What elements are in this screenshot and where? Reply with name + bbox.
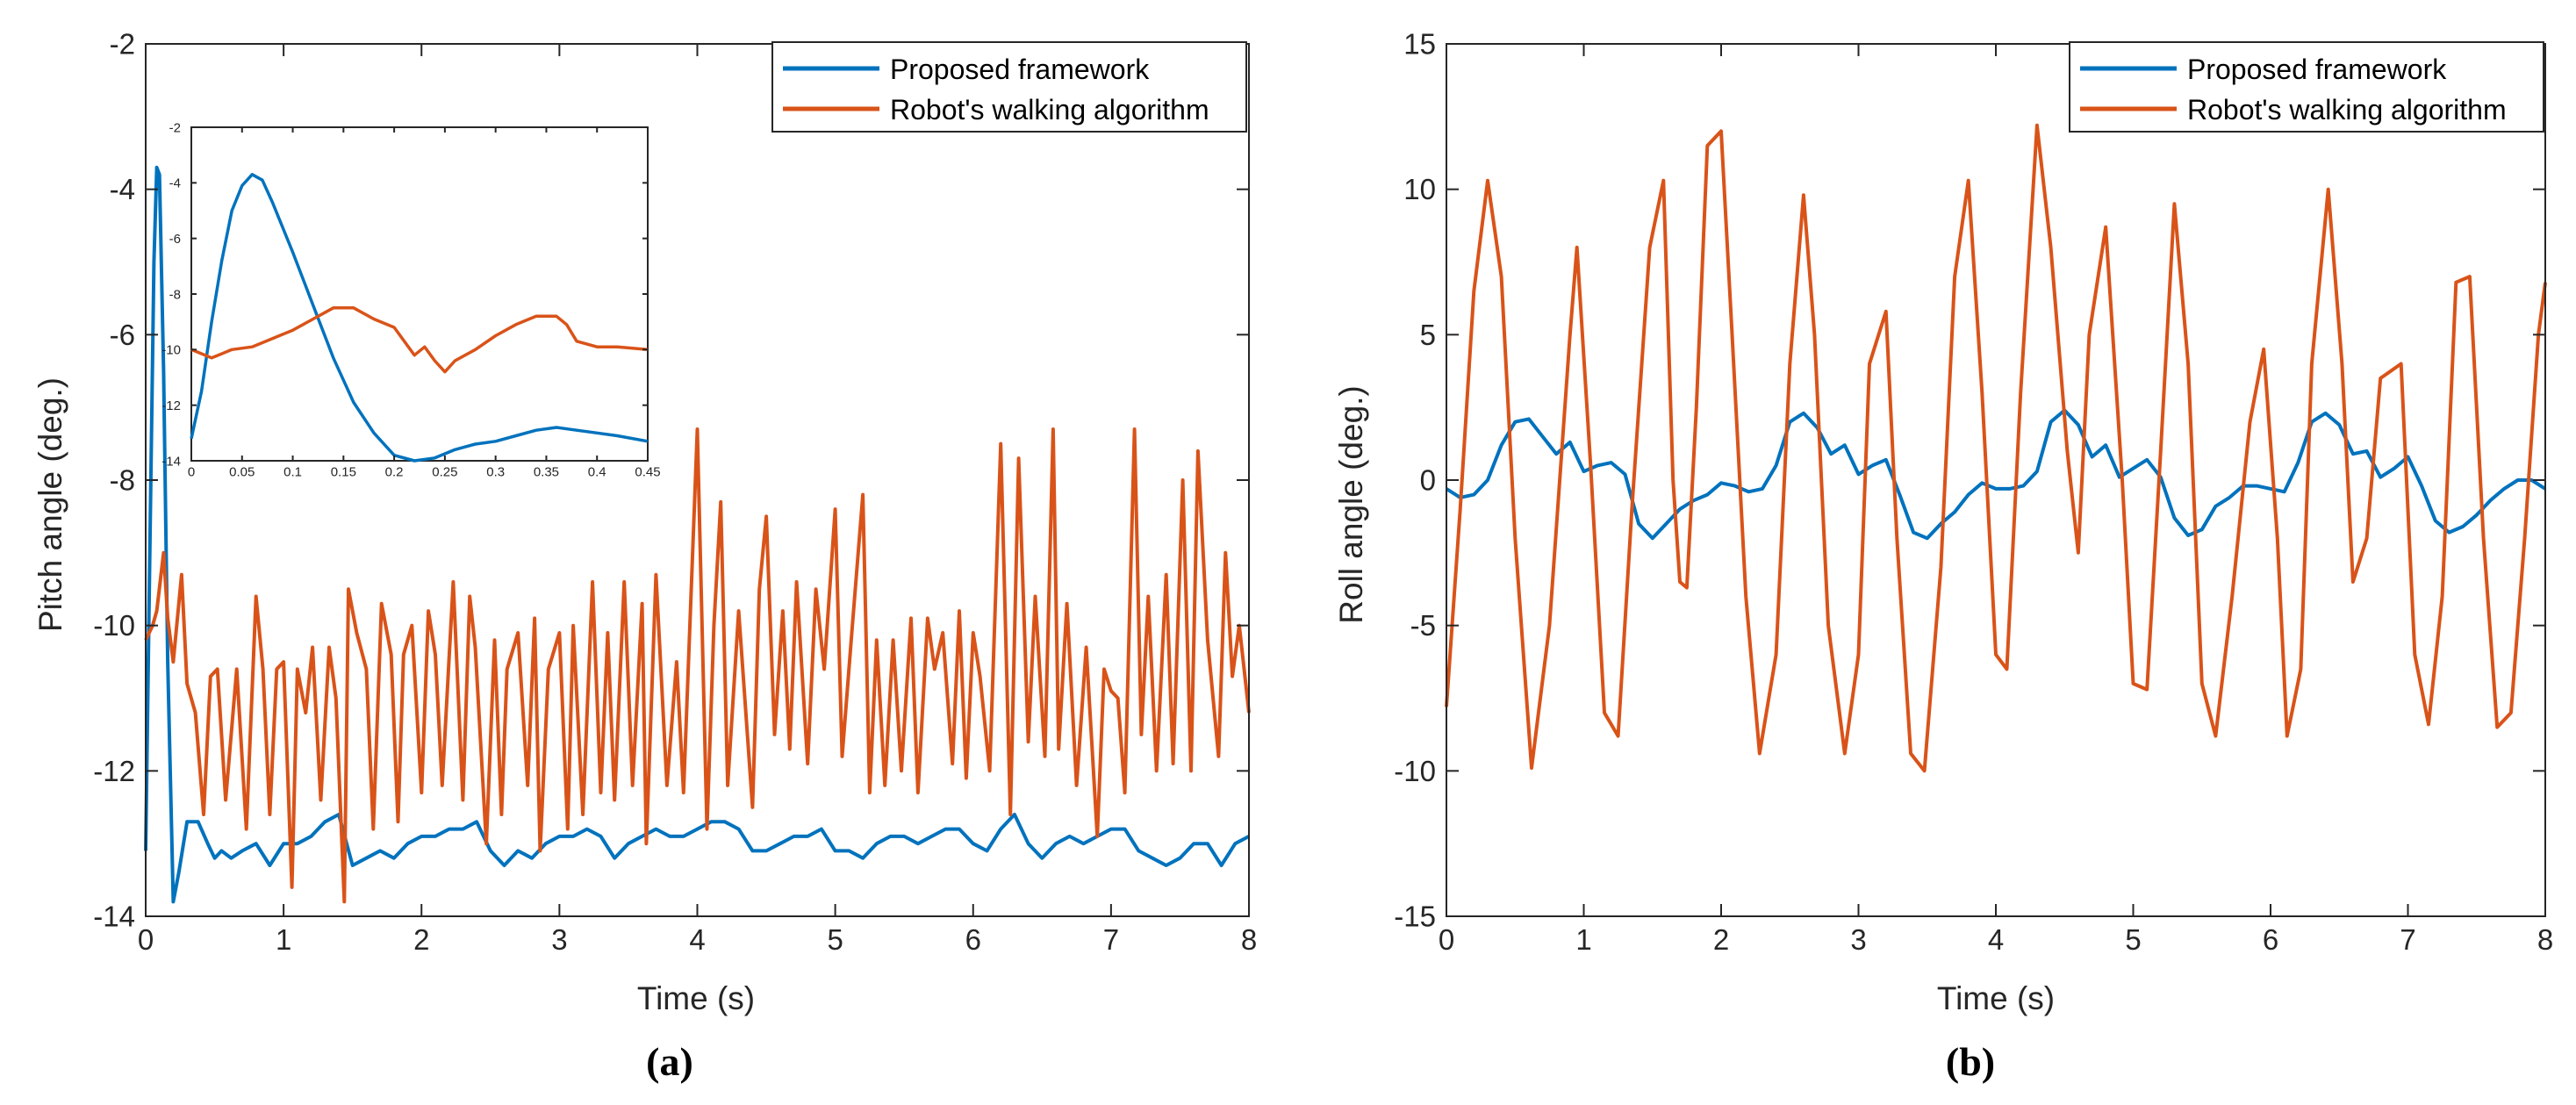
pitch-x-tick-label: 1: [276, 923, 291, 956]
pitch-chart: 0 1 2 3 4 5 6 7 8 -14 -12 -10 -8 -6 -4 -2 Time (s) Pitc…: [32, 28, 1257, 1016]
pitch-x-tick-label: 2: [413, 923, 429, 956]
pitch-legend: Proposed framework Robot's walking algor…: [771, 41, 1247, 133]
roll-y-axis-label: Roll angle (deg.): [1333, 385, 1369, 623]
inset-series-proposed-line: [190, 173, 649, 463]
roll-x-tick-label: 5: [2125, 923, 2141, 956]
roll-x-tick-label: 2: [1713, 923, 1729, 956]
roll-y-tick-label: -15: [1394, 901, 1436, 933]
inset-y-tick-label: -2: [169, 120, 181, 135]
roll-x-axis-label: Time (s): [1937, 980, 2055, 1016]
inset-x-tick-label: 0.45: [635, 464, 660, 479]
roll-x-tick-label: 3: [1850, 923, 1866, 956]
pitch-y-tick-label: -4: [110, 173, 135, 205]
pitch-y-tick-label: -14: [93, 901, 135, 933]
roll-series-proposed-line: [1445, 408, 2547, 541]
roll-x-tick-label: 8: [2537, 923, 2553, 956]
inset-x-tick-label: 0.4: [588, 464, 606, 479]
pitch-x-tick-label: 5: [827, 923, 843, 956]
inset-y-tick-label: -4: [169, 176, 181, 191]
pitch-series-robot-line: [144, 427, 1251, 904]
inset-x-tick-label: 0: [188, 464, 195, 479]
pitch-x-tick-label: 8: [1241, 923, 1257, 956]
pitch-axis-ticks: 0 1 2 3 4 5 6 7 8 -14 -12 -10 -8 -6 -4 -2: [93, 28, 1257, 956]
roll-legend: Proposed framework Robot's walking algor…: [2069, 41, 2544, 133]
roll-x-tick-label: 7: [2400, 923, 2415, 956]
caption-a: (a): [646, 1039, 693, 1084]
roll-y-tick-label: -10: [1394, 755, 1436, 787]
roll-y-tick-label: -5: [1410, 609, 1436, 642]
inset-y-tick-label: -12: [161, 398, 181, 413]
roll-y-tick-label: 5: [1420, 319, 1436, 351]
legend-label-robot: Robot's walking algorithm: [2187, 94, 2507, 126]
roll-x-tick-label: 1: [1575, 923, 1591, 956]
roll-series-robot-line: [1445, 123, 2547, 773]
roll-x-tick-label: 6: [2263, 923, 2278, 956]
inset-x-tick-label: 0.25: [432, 464, 457, 479]
legend-label-proposed: Proposed framework: [890, 54, 1150, 85]
pitch-y-tick-label: -6: [110, 319, 135, 351]
roll-y-tick-label: 10: [1403, 173, 1436, 205]
pitch-x-tick-label: 0: [138, 923, 154, 956]
pitch-x-axis-label: Time (s): [637, 980, 755, 1016]
roll-x-tick-label: 4: [1988, 923, 2004, 956]
roll-y-tick-label: 15: [1403, 28, 1436, 61]
pitch-series-lines: [144, 165, 1251, 904]
pitch-series-proposed-line: [144, 165, 1250, 904]
inset-y-tick-label: -14: [161, 454, 181, 469]
pitch-x-tick-label: 4: [689, 923, 705, 956]
pitch-x-tick-label: 6: [965, 923, 981, 956]
pitch-inset-chart: 0 0.05 0.1 0.15 0.2 0.25 0.3 0.35 0.4 0.45 -14 -12 -…: [161, 120, 660, 479]
roll-series-lines: [1445, 123, 2547, 773]
inset-x-tick-label: 0.2: [385, 464, 404, 479]
inset-x-tick-label: 0.1: [283, 464, 302, 479]
inset-y-tick-label: -10: [161, 343, 181, 358]
inset-y-tick-label: -8: [169, 287, 181, 302]
roll-x-tick-label: 0: [1439, 923, 1454, 956]
legend-label-robot: Robot's walking algorithm: [890, 94, 1209, 126]
pitch-y-tick-label: -8: [110, 464, 135, 497]
caption-b: (b): [1946, 1039, 1995, 1084]
inset-x-tick-label: 0.3: [486, 464, 505, 479]
pitch-y-axis-label: Pitch angle (deg.): [32, 377, 68, 632]
roll-axis-ticks: 0 1 2 3 4 5 6 7 8 -15 -10 -5 0 5 10 15: [1394, 28, 2553, 956]
pitch-y-tick-label: -2: [110, 28, 135, 61]
inset-x-tick-label: 0.35: [534, 464, 559, 479]
inset-y-tick-label: -6: [169, 232, 181, 247]
pitch-y-tick-label: -10: [93, 609, 135, 642]
inset-x-tick-label: 0.05: [229, 464, 255, 479]
legend-box: [2069, 41, 2544, 133]
inset-x-tick-label: 0.15: [331, 464, 356, 479]
pitch-x-tick-label: 3: [551, 923, 567, 956]
inset-axis-ticks: 0 0.05 0.1 0.15 0.2 0.25 0.3 0.35 0.4 0.45 -14 -12 -…: [161, 120, 660, 479]
roll-chart: 0 1 2 3 4 5 6 7 8 -15 -10 -5 0 5 10 15 Time (s) Roll an…: [1333, 28, 2553, 1016]
legend-box: [771, 41, 1247, 133]
pitch-x-tick-label: 7: [1103, 923, 1119, 956]
pitch-y-tick-label: -12: [93, 755, 135, 787]
legend-label-proposed: Proposed framework: [2187, 54, 2447, 85]
roll-y-tick-label: 0: [1420, 464, 1436, 497]
inset-series-lines: [190, 173, 649, 463]
inset-series-robot-line: [190, 306, 649, 374]
